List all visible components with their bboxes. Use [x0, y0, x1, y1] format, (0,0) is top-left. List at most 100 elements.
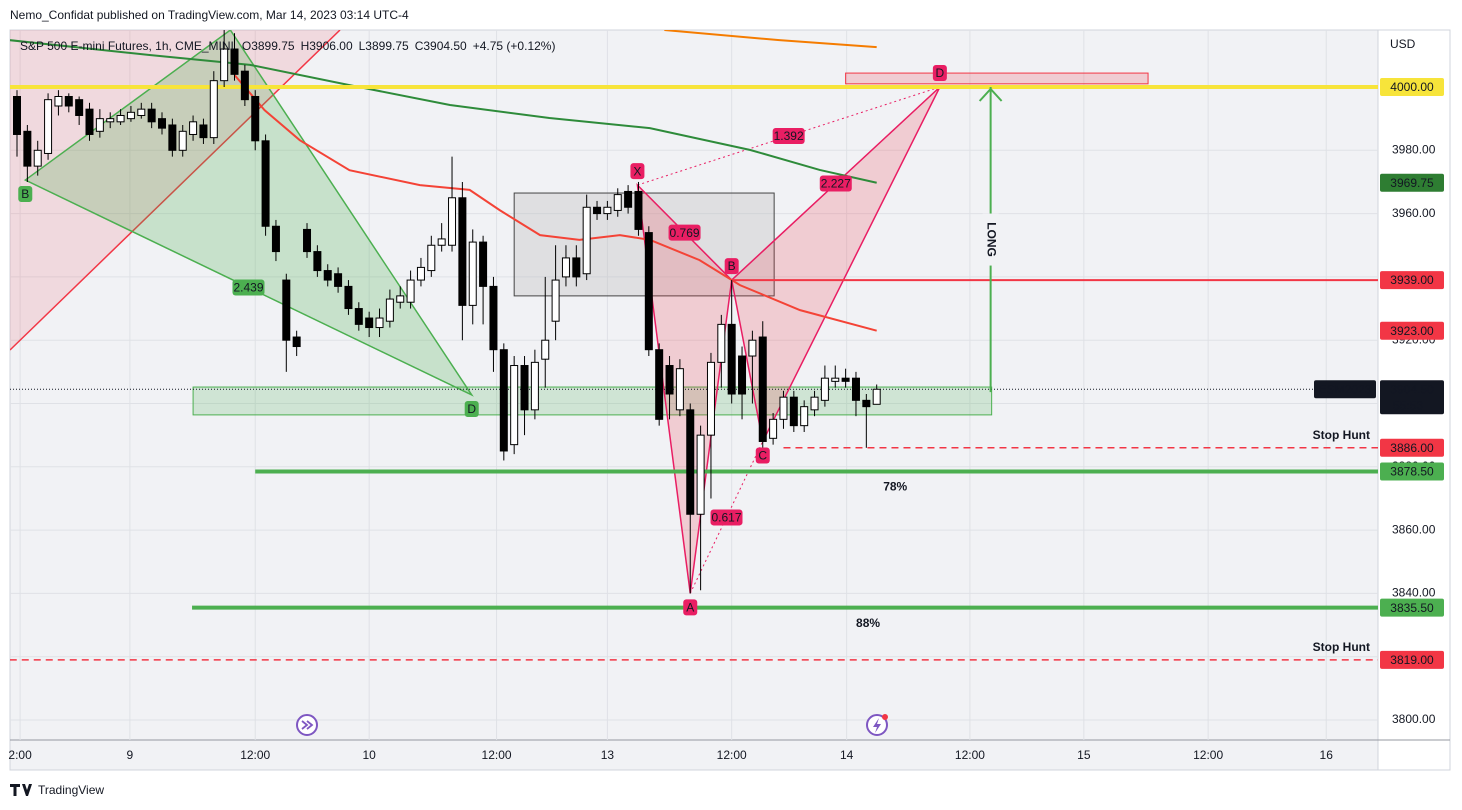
price-tag	[1380, 271, 1444, 290]
candle-body	[603, 206, 612, 215]
legend-title: S&P 500 E-mini Futures, 1h, CME_MINI	[20, 39, 234, 53]
candle-body	[758, 336, 767, 442]
candle-body	[448, 197, 457, 246]
candle-body	[385, 298, 394, 322]
pattern-point-label: D	[467, 402, 476, 416]
x-tick-label: 12:00	[1193, 748, 1223, 762]
pattern-point-label-bg	[683, 599, 698, 616]
price-tag	[1380, 78, 1444, 97]
candle-body	[116, 114, 125, 123]
candle-body	[334, 273, 343, 287]
moving-average	[10, 39, 877, 184]
candle-body	[427, 244, 436, 272]
candle-body	[147, 108, 156, 123]
candle-body	[862, 399, 871, 408]
candle-body	[137, 108, 146, 116]
candle-body	[851, 377, 860, 401]
candle-body	[344, 285, 353, 310]
candle-body	[541, 339, 550, 360]
candle-body	[675, 368, 684, 411]
candle-body	[738, 355, 747, 395]
price-tag-label: 3886.00	[1390, 441, 1434, 455]
candle-body	[613, 194, 622, 211]
x-tick-label: 10	[362, 748, 376, 762]
level-text: Stop Hunt	[1313, 640, 1370, 654]
pattern-ratio-bg	[710, 509, 743, 526]
plot: LONG 2.439 B D 0.769 0.617 1.392 2.227 X A B C D	[10, 30, 1378, 740]
x-tick-label: 12:00	[482, 748, 512, 762]
pattern-point-label: D	[936, 66, 945, 80]
pattern-ratio: 1.392	[774, 129, 804, 143]
legend-low: L3899.75	[359, 39, 409, 53]
legend-change: +4.75 (+0.12%)	[473, 39, 556, 53]
candle-body	[582, 206, 591, 275]
price-tag	[1380, 462, 1444, 481]
candle-body	[75, 99, 84, 116]
price-tag	[1380, 598, 1444, 617]
x-tick-label: 12:00	[717, 748, 747, 762]
candle-body	[375, 317, 384, 329]
pattern-ratio-bg	[232, 279, 265, 296]
currency: USD	[1390, 37, 1416, 51]
legend-high: H3906.00	[301, 39, 353, 53]
pattern-point-label-bg	[464, 400, 479, 417]
x-tick-label: 2:00	[8, 748, 32, 762]
candle-body	[468, 241, 477, 306]
pattern-point-label: B	[728, 259, 736, 273]
x-tick-label: 15	[1077, 748, 1091, 762]
candle-body	[23, 130, 32, 167]
footer: TradingView	[38, 783, 104, 797]
candle-body	[158, 118, 167, 129]
pattern-ratio-line	[689, 441, 764, 594]
price-tag	[1380, 438, 1444, 457]
x-tick-label: 13	[601, 748, 615, 762]
moving-average	[233, 74, 877, 332]
candle-body	[106, 118, 115, 123]
candle-body	[365, 317, 374, 329]
alert-icon[interactable]	[866, 714, 888, 736]
candle-body	[717, 323, 726, 363]
price-tag-label: 3923.00	[1390, 324, 1434, 338]
candle-body	[292, 336, 301, 348]
box-drawing	[192, 386, 993, 416]
legend-open: O3899.75	[242, 39, 295, 53]
candle-body	[199, 124, 208, 139]
candle-body	[406, 279, 415, 303]
candle-body	[831, 377, 840, 382]
candle-body	[572, 257, 581, 278]
candle-body	[634, 190, 643, 230]
candle-body	[95, 118, 104, 132]
pattern-point-label-bg	[630, 163, 645, 180]
candle-body	[489, 285, 498, 351]
candle-body	[303, 228, 312, 253]
candle-body	[810, 396, 819, 411]
candle-body	[748, 339, 757, 357]
moving-average	[664, 30, 877, 49]
price-tag	[1380, 173, 1444, 192]
candle-body	[261, 140, 270, 227]
candle-body	[510, 365, 519, 446]
x-tick-label: 12:00	[955, 748, 985, 762]
y-tick-label: 3980.00	[1392, 142, 1436, 156]
candle-body	[33, 149, 42, 167]
legend: S&P 500 E-mini Futures, 1h, CME_MINI O389…	[20, 39, 555, 53]
pattern-point-label-bg	[932, 65, 947, 82]
candle-body	[209, 80, 218, 139]
candle-body	[251, 95, 260, 142]
candle-body	[593, 206, 602, 215]
candle-body	[820, 377, 829, 401]
candle-body	[168, 124, 177, 151]
pattern-ratio: 2.439	[233, 281, 263, 295]
pattern-point-label: C	[758, 449, 767, 463]
candle-body	[841, 377, 850, 382]
pattern-ratio-bg	[772, 128, 805, 145]
price-tag-label: 4000.00	[1390, 80, 1434, 94]
candle-body	[54, 95, 63, 107]
replay-icon[interactable]	[296, 714, 318, 736]
box-drawing	[845, 72, 1149, 85]
candle-body	[126, 111, 135, 120]
candle-body	[458, 197, 467, 306]
candle-body	[665, 365, 674, 395]
